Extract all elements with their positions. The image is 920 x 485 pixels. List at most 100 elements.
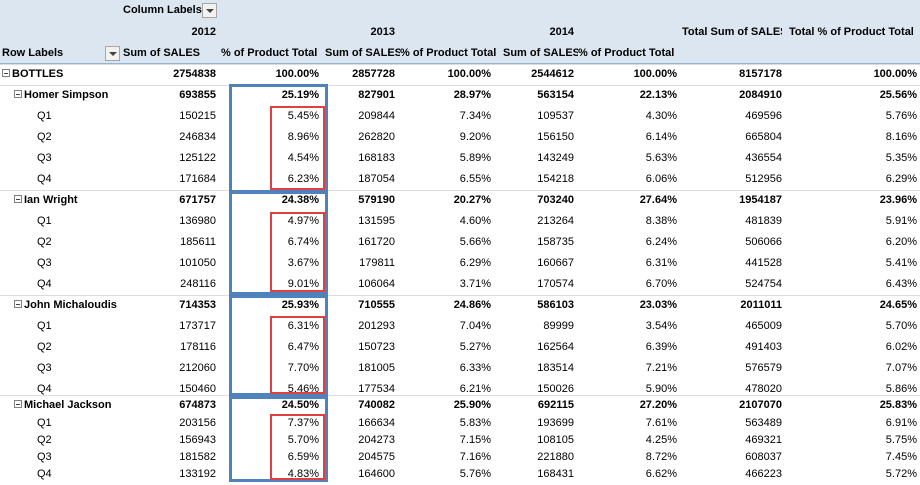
table-row: Q2 185611 6.74% 161720 5.66% 158735 6.24% 50606… bbox=[0, 232, 920, 253]
value-cell: 25.19% bbox=[281, 89, 319, 101]
value-cell: 6.31% bbox=[287, 320, 319, 332]
value-cell: 2857728 bbox=[352, 68, 395, 80]
value-cell: 466223 bbox=[745, 468, 782, 480]
row-label-text: Q4 bbox=[37, 173, 52, 185]
row-label: Q4 bbox=[37, 464, 152, 485]
column-labels-filter-dropdown-icon[interactable] bbox=[202, 3, 217, 18]
value-cell: 2011011 bbox=[740, 299, 782, 311]
row-label: Q2 bbox=[37, 337, 152, 358]
row-label[interactable]: Ian Wright bbox=[14, 190, 129, 211]
row-label-text: John Michaloudis bbox=[24, 299, 117, 311]
value-cell: 100.00% bbox=[447, 68, 491, 80]
table-row: Q1 203156 7.37% 166634 5.83% 193699 7.61% 56348… bbox=[0, 413, 920, 434]
row-label-text: Q3 bbox=[37, 362, 52, 374]
value-cell: 7.61% bbox=[645, 417, 677, 429]
column-labels-caption: Column Labels bbox=[123, 4, 202, 16]
value-cell: 204575 bbox=[358, 451, 395, 463]
value-cell: 262820 bbox=[358, 131, 395, 143]
value-cell: 6.70% bbox=[645, 278, 677, 290]
value-cell: 703240 bbox=[537, 194, 574, 206]
value-cell: 469321 bbox=[745, 434, 782, 446]
value-cell: 608037 bbox=[745, 451, 782, 463]
row-label-text: Q2 bbox=[37, 434, 52, 446]
value-cell: 20.27% bbox=[453, 194, 491, 206]
value-cell: 5.70% bbox=[885, 320, 917, 332]
value-cell: 6.29% bbox=[459, 257, 491, 269]
value-cell: 4.97% bbox=[287, 215, 319, 227]
table-row: Q4 171684 6.23% 187054 6.55% 154218 6.06% 51295… bbox=[0, 169, 920, 190]
row-label-text: BOTTLES bbox=[12, 68, 64, 80]
value-cell: 204273 bbox=[358, 434, 395, 446]
measure-sum-2013: Sum of SALES bbox=[325, 47, 400, 59]
value-cell: 125122 bbox=[179, 152, 216, 164]
value-cell: 89999 bbox=[543, 320, 574, 332]
value-cell: 563489 bbox=[745, 417, 782, 429]
value-cell: 100.00% bbox=[633, 68, 677, 80]
value-cell: 156943 bbox=[179, 434, 216, 446]
value-cell: 178116 bbox=[180, 341, 216, 353]
row-label: Q3 bbox=[37, 358, 152, 379]
value-cell: 185611 bbox=[180, 236, 216, 248]
value-cell: 5.83% bbox=[459, 417, 491, 429]
value-cell: 478020 bbox=[745, 383, 782, 395]
value-cell: 6.24% bbox=[645, 236, 677, 248]
group-row: John Michaloudis 714353 25.93% 710555 24.86%… bbox=[0, 295, 920, 316]
row-label-text: Q3 bbox=[37, 451, 52, 463]
value-cell: 6.74% bbox=[287, 236, 319, 248]
value-cell: 6.43% bbox=[885, 278, 917, 290]
row-label: Q3 bbox=[37, 447, 152, 468]
collapse-toggle-icon[interactable] bbox=[14, 400, 22, 408]
value-cell: 512956 bbox=[745, 173, 782, 185]
table-row: Q2 246834 8.96% 262820 9.20% 156150 6.14% 66580… bbox=[0, 127, 920, 148]
value-cell: 481839 bbox=[745, 215, 782, 227]
value-cell: 209844 bbox=[358, 110, 395, 122]
value-cell: 5.70% bbox=[287, 434, 319, 446]
year-2012-header: 2012 bbox=[191, 26, 216, 38]
table-row: Q3 101050 3.67% 179811 6.29% 160667 6.31% 44152… bbox=[0, 253, 920, 274]
measure-sum-2012: Sum of SALES bbox=[123, 47, 201, 59]
value-cell: 160667 bbox=[537, 257, 574, 269]
value-cell: 24.86% bbox=[453, 299, 491, 311]
row-label-text: Homer Simpson bbox=[24, 89, 109, 101]
value-cell: 524754 bbox=[745, 278, 782, 290]
value-cell: 6.62% bbox=[645, 468, 677, 480]
table-row: Q3 125122 4.54% 168183 5.89% 143249 5.63% 43655… bbox=[0, 148, 920, 169]
highlight-quarters-homer-simpson bbox=[270, 106, 325, 190]
value-cell: 6.31% bbox=[645, 257, 677, 269]
row-label[interactable]: John Michaloudis bbox=[14, 295, 129, 316]
row-label[interactable]: Homer Simpson bbox=[14, 85, 129, 106]
collapse-toggle-icon[interactable] bbox=[14, 300, 22, 308]
value-cell: 150723 bbox=[358, 341, 395, 353]
collapse-toggle-icon[interactable] bbox=[2, 69, 10, 77]
value-cell: 5.41% bbox=[885, 257, 917, 269]
value-cell: 25.83% bbox=[879, 399, 917, 411]
row-label: Q2 bbox=[37, 430, 152, 451]
header-row-measures: Row Labels Sum of SALES % of Product Tot… bbox=[0, 43, 920, 64]
collapse-toggle-icon[interactable] bbox=[14, 90, 22, 98]
value-cell: 6.91% bbox=[885, 417, 917, 429]
row-label: Q3 bbox=[37, 148, 152, 169]
value-cell: 3.71% bbox=[459, 278, 491, 290]
value-cell: 7.07% bbox=[885, 362, 917, 374]
row-labels-filter-dropdown-icon[interactable] bbox=[105, 46, 120, 61]
row-divider bbox=[0, 190, 920, 191]
value-cell: 201293 bbox=[358, 320, 395, 332]
value-cell: 168431 bbox=[537, 468, 574, 480]
value-cell: 246834 bbox=[179, 131, 216, 143]
value-cell: 106064 bbox=[358, 278, 395, 290]
value-cell: 4.25% bbox=[645, 434, 677, 446]
value-cell: 6.06% bbox=[645, 173, 677, 185]
value-cell: 436554 bbox=[745, 152, 782, 164]
value-cell: 109537 bbox=[537, 110, 574, 122]
header-row-column-labels: Column Labels bbox=[0, 0, 920, 21]
group-row: Ian Wright 671757 24.38% 579190 20.27% 703240… bbox=[0, 190, 920, 211]
row-label[interactable]: Michael Jackson bbox=[14, 395, 129, 416]
pivot-header-background bbox=[0, 0, 920, 64]
value-cell: 5.63% bbox=[645, 152, 677, 164]
table-row: Q2 178116 6.47% 150723 5.27% 162564 6.39% 49140… bbox=[0, 337, 920, 358]
value-cell: 563154 bbox=[537, 89, 574, 101]
row-label[interactable]: BOTTLES bbox=[2, 64, 117, 85]
value-cell: 7.37% bbox=[287, 417, 319, 429]
collapse-toggle-icon[interactable] bbox=[14, 195, 22, 203]
measure-pct-2012: % of Product Total bbox=[221, 47, 318, 59]
